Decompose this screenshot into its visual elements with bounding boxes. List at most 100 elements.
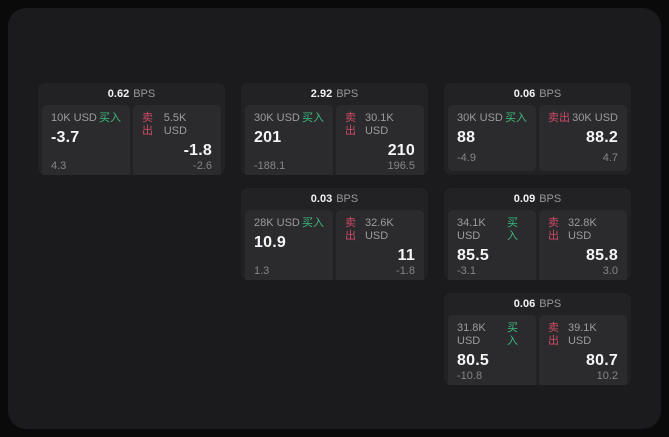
buy-tile[interactable]: 31.8K USD 买入 80.5 -10.8 xyxy=(448,315,536,385)
sell-tile[interactable]: 卖出 5.5K USD -1.8 -2.6 xyxy=(133,105,221,175)
sell-size: 30K USD xyxy=(572,112,618,124)
quote-card: 2.92 BPS 30K USD 买入 201 -188.1 卖出 30.1K … xyxy=(241,83,428,175)
sell-size: 32.6K USD xyxy=(364,217,394,242)
buy-tile-header: 30K USD 买入 xyxy=(254,112,324,125)
sell-tile-header: 卖出 39.1K USD xyxy=(548,322,618,348)
buy-size: 10K USD xyxy=(51,112,97,124)
bps-unit-label: BPS xyxy=(539,193,562,205)
bps-value: 0.62 xyxy=(107,88,130,100)
buy-tile-header: 30K USD 买入 xyxy=(457,112,527,125)
buy-size: 28K USD xyxy=(254,217,300,229)
buy-price: 85.5 xyxy=(457,247,489,264)
bps-unit-label: BPS xyxy=(539,298,562,310)
card-body: 30K USD 买入 201 -188.1 卖出 30.1K USD 210 1… xyxy=(241,105,428,175)
card-header: 0.06 BPS xyxy=(444,293,631,315)
sell-price: -1.8 xyxy=(183,142,212,159)
card-header: 0.62 BPS xyxy=(38,83,225,105)
sell-tile-header: 卖出 32.8K USD xyxy=(548,217,618,243)
card-header: 0.06 BPS xyxy=(444,83,631,105)
sell-size: 39.1K USD xyxy=(567,322,597,347)
sell-tile[interactable]: 卖出 32.8K USD 85.8 3.0 xyxy=(539,210,627,280)
sell-tile-header: 卖出 30.1K USD xyxy=(345,112,415,138)
buy-tile-header: 10K USD 买入 xyxy=(51,112,121,125)
card-header: 0.03 BPS xyxy=(241,188,428,210)
sell-size: 32.8K USD xyxy=(567,217,597,242)
bps-value: 0.06 xyxy=(513,298,536,310)
sell-tile-header: 卖出 30K USD xyxy=(548,112,618,125)
card-header: 2.92 BPS xyxy=(241,83,428,105)
buy-change: -10.8 xyxy=(457,370,483,382)
buy-price: 80.5 xyxy=(457,352,489,369)
buy-side-label: 买入 xyxy=(302,112,324,124)
bps-unit-label: BPS xyxy=(336,193,359,205)
sell-tile[interactable]: 卖出 32.6K USD 11 -1.8 xyxy=(336,210,424,280)
buy-tile-header: 31.8K USD 买入 xyxy=(457,322,527,348)
bps-value: 2.92 xyxy=(310,88,333,100)
bps-value: 0.09 xyxy=(513,193,536,205)
sell-size: 30.1K USD xyxy=(364,112,394,137)
bps-value: 0.06 xyxy=(513,88,536,100)
sell-change: 3.0 xyxy=(602,265,618,277)
quote-card-grid: 0.62 BPS 10K USD 买入 -3.7 4.3 卖出 5.5K USD… xyxy=(38,83,631,385)
sell-change: -2.6 xyxy=(193,160,212,172)
bps-unit-label: BPS xyxy=(133,88,156,100)
buy-price: -3.7 xyxy=(51,129,80,146)
sell-size: 5.5K USD xyxy=(163,112,187,137)
sell-change: 10.2 xyxy=(596,370,618,382)
sell-change: 4.7 xyxy=(602,152,618,164)
buy-tile[interactable]: 28K USD 买入 10.9 1.3 xyxy=(245,210,333,280)
buy-tile[interactable]: 10K USD 买入 -3.7 4.3 xyxy=(42,105,130,175)
sell-side-label: 卖出 xyxy=(142,112,153,137)
sell-tile-header: 卖出 5.5K USD xyxy=(142,112,212,138)
buy-tile[interactable]: 30K USD 买入 201 -188.1 xyxy=(245,105,333,175)
buy-side-label: 买入 xyxy=(302,217,324,229)
sell-price: 80.7 xyxy=(586,352,618,369)
sell-tile[interactable]: 卖出 30.1K USD 210 196.5 xyxy=(336,105,424,175)
sell-side-label: 卖出 xyxy=(345,112,356,137)
buy-tile[interactable]: 30K USD 买入 88 -4.9 xyxy=(448,105,536,171)
quote-card: 0.06 BPS 30K USD 买入 88 -4.9 卖出 30K USD 8… xyxy=(444,83,631,175)
buy-price: 10.9 xyxy=(254,234,286,251)
buy-side-label: 买入 xyxy=(507,217,519,242)
buy-change: -188.1 xyxy=(254,160,286,172)
sell-tile-header: 卖出 32.6K USD xyxy=(345,217,415,243)
buy-tile-header: 34.1K USD 买入 xyxy=(457,217,527,243)
card-body: 30K USD 买入 88 -4.9 卖出 30K USD 88.2 4.7 xyxy=(444,105,631,175)
bps-unit-label: BPS xyxy=(336,88,359,100)
card-body: 31.8K USD 买入 80.5 -10.8 卖出 39.1K USD 80.… xyxy=(444,315,631,385)
sell-tile[interactable]: 卖出 30K USD 88.2 4.7 xyxy=(539,105,627,171)
quote-card: 0.62 BPS 10K USD 买入 -3.7 4.3 卖出 5.5K USD… xyxy=(38,83,225,175)
card-body: 28K USD 买入 10.9 1.3 卖出 32.6K USD 11 -1.8 xyxy=(241,210,428,280)
buy-price: 201 xyxy=(254,129,282,146)
sell-tile[interactable]: 卖出 39.1K USD 80.7 10.2 xyxy=(539,315,627,385)
buy-size: 34.1K USD xyxy=(457,217,486,242)
main-panel: 0.62 BPS 10K USD 买入 -3.7 4.3 卖出 5.5K USD… xyxy=(8,8,661,429)
sell-side-label: 卖出 xyxy=(345,217,356,242)
buy-side-label: 买入 xyxy=(505,112,527,124)
sell-price: 210 xyxy=(387,142,415,159)
buy-change: -4.9 xyxy=(457,152,476,164)
card-body: 10K USD 买入 -3.7 4.3 卖出 5.5K USD -1.8 -2.… xyxy=(38,105,225,175)
buy-size: 30K USD xyxy=(457,112,503,124)
card-body: 34.1K USD 买入 85.5 -3.1 卖出 32.8K USD 85.8… xyxy=(444,210,631,280)
quote-card: 0.03 BPS 28K USD 买入 10.9 1.3 卖出 32.6K US… xyxy=(241,188,428,280)
bps-unit-label: BPS xyxy=(539,88,562,100)
buy-change: -3.1 xyxy=(457,265,476,277)
sell-price: 85.8 xyxy=(586,247,618,264)
buy-price: 88 xyxy=(457,129,476,146)
sell-change: 196.5 xyxy=(387,160,415,172)
buy-size: 31.8K USD xyxy=(457,322,486,347)
buy-tile-header: 28K USD 买入 xyxy=(254,217,324,230)
buy-side-label: 买入 xyxy=(99,112,121,124)
sell-side-label: 卖出 xyxy=(548,112,570,124)
quote-card: 0.06 BPS 31.8K USD 买入 80.5 -10.8 卖出 39.1… xyxy=(444,293,631,385)
card-header: 0.09 BPS xyxy=(444,188,631,210)
buy-size: 30K USD xyxy=(254,112,300,124)
quote-card: 0.09 BPS 34.1K USD 买入 85.5 -3.1 卖出 32.8K… xyxy=(444,188,631,280)
buy-tile[interactable]: 34.1K USD 买入 85.5 -3.1 xyxy=(448,210,536,280)
sell-side-label: 卖出 xyxy=(548,217,559,242)
sell-side-label: 卖出 xyxy=(548,322,559,347)
sell-change: -1.8 xyxy=(396,265,415,277)
buy-side-label: 买入 xyxy=(507,322,519,347)
